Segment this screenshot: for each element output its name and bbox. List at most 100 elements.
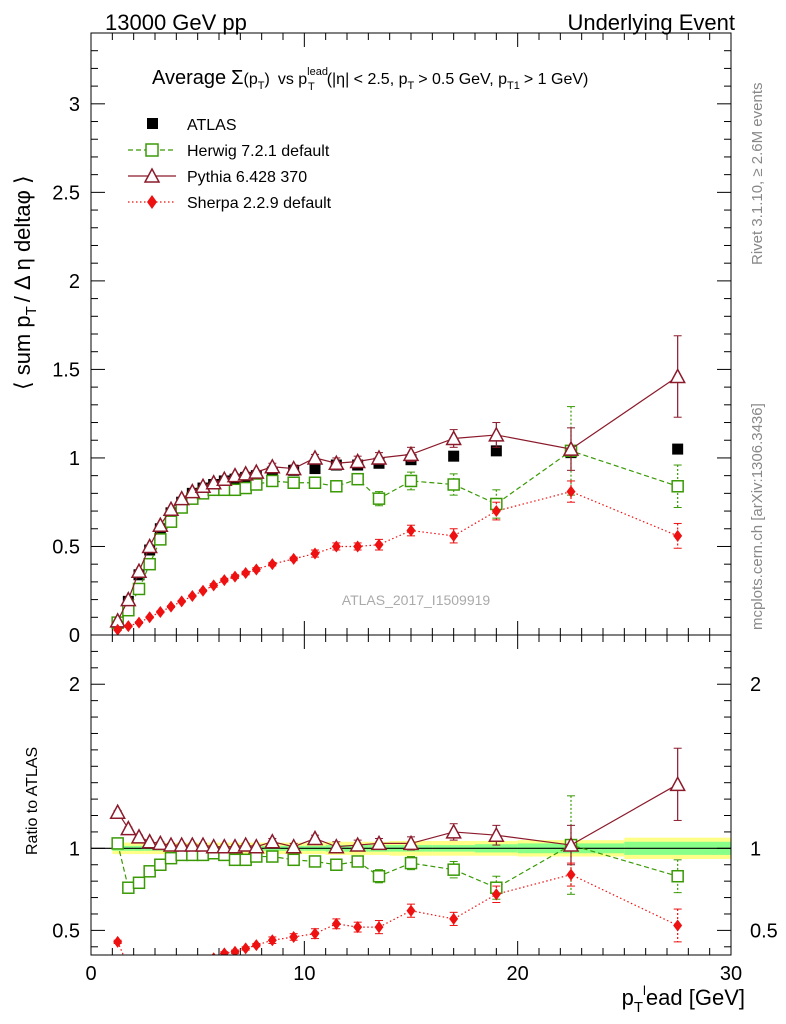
axis-ticks-layer: 0 10 20 3000.511.522.530.5 0.51 12 2	[52, 32, 778, 985]
herwig-main-point	[351, 472, 364, 486]
pythia-main-point	[349, 452, 366, 469]
herwig-ratio-point	[143, 865, 156, 878]
main-y-tick-label: 2	[69, 271, 80, 293]
sherpa-main-point	[155, 605, 165, 618]
pythia-ratio-point	[152, 834, 169, 851]
legend: ATLAS Herwig 7.2.1 default Pythia 6.428 …	[128, 117, 332, 212]
pythia-main-point	[669, 367, 686, 384]
title-lead-sup: lead	[307, 66, 328, 78]
herwig-main-point	[154, 533, 167, 546]
ratio-y-tick-label-right: 0.5	[750, 920, 778, 942]
pythia-ratio-point	[285, 838, 302, 854]
main-y-tick-label: 0.5	[52, 536, 80, 558]
herwig-main-point	[132, 582, 146, 596]
herwig-ratio-point	[239, 853, 252, 867]
main-y-tick-label: 1.5	[52, 359, 80, 381]
sherpa-ratio-point	[124, 960, 133, 972]
pythia-main-point	[370, 449, 388, 465]
main-y-tick-label: 0	[69, 625, 80, 647]
herwig-ratio-point	[132, 876, 146, 890]
sherpa-ratio-point	[177, 965, 186, 977]
sherpa-main-point	[310, 547, 320, 560]
pythia-ratio-point	[669, 775, 686, 792]
atlas-main-point	[448, 450, 460, 462]
sherpa-ratio-point	[241, 942, 251, 955]
atlas-main-point	[490, 445, 502, 457]
sherpa-main-point	[219, 574, 229, 587]
sherpa-main-line	[117, 490, 678, 631]
sherpa-main-point	[566, 485, 576, 498]
herwig-ratio-point	[372, 869, 386, 883]
title-cuts2: > 0.5 GeV, p	[418, 71, 507, 88]
sherpa-ratio-point	[113, 935, 123, 948]
herwig-main-point	[228, 483, 242, 497]
pythia-ratio-point	[488, 826, 505, 842]
sherpa-main-point	[267, 558, 277, 571]
xlabel-rest: ead [GeV]	[646, 985, 745, 1010]
sherpa-ratio-point	[331, 917, 341, 930]
legend-pythia-marker	[143, 167, 161, 183]
legend-herwig-marker	[145, 143, 159, 157]
sherpa-main-point	[353, 540, 363, 553]
pythia-ratio-point	[226, 838, 244, 854]
pythia-main-point	[162, 500, 180, 517]
pythia-main-point	[402, 445, 420, 462]
sherpa-main-point	[673, 529, 683, 542]
herwig-ratio-point	[308, 855, 322, 868]
sherpa-ratio-point	[219, 947, 229, 955]
pythia-ratio-point	[216, 838, 233, 854]
herwig-ratio-point	[164, 851, 178, 865]
herwig-ratio-point	[671, 869, 684, 883]
herwig-main-point	[372, 492, 386, 505]
pythia-ratio-line	[117, 783, 678, 848]
herwig-main-point	[266, 474, 279, 488]
sherpa-main-point	[230, 570, 240, 583]
sherpa-main-point	[198, 584, 208, 597]
sherpa-ratio-point	[230, 945, 240, 955]
herwig-ratio-point	[228, 853, 242, 867]
herwig-ratio-point	[122, 881, 135, 894]
sherpa-main-point	[374, 538, 384, 551]
pythia-ratio-point	[173, 836, 190, 852]
herwig-ratio-point	[111, 837, 124, 850]
pythia-main-point	[488, 426, 505, 442]
herwig-ratio-group	[111, 795, 684, 900]
pythia-ratio-point	[248, 838, 265, 854]
sherpa-ratio-point	[374, 921, 384, 934]
pythia-ratio-point	[562, 836, 580, 852]
title-cuts1: (|η| < 2.5, p	[327, 71, 408, 88]
sherpa-ratio-point	[145, 972, 154, 984]
sherpa-ratio-point	[156, 970, 165, 982]
watermark: ATLAS_2017_I1509919	[342, 592, 491, 608]
pythia-main-point	[120, 591, 137, 607]
rivet-label: Rivet 3.1.10, ≥ 2.6M events	[749, 83, 766, 266]
herwig-main-point	[671, 480, 684, 493]
x-tick-label: 0	[85, 963, 96, 985]
pythia-main-point	[285, 459, 302, 476]
pythia-ratio-point	[370, 834, 388, 851]
pythia-ratio-point	[184, 836, 201, 852]
title-pt-close: )	[264, 71, 269, 88]
atlas-main-point	[672, 443, 684, 455]
pythia-ratio-point	[264, 833, 281, 849]
title-cuts3: > 1 GeV)	[524, 71, 588, 88]
sherpa-main-point	[134, 616, 144, 629]
herwig-main-point	[308, 476, 322, 489]
pythia-ratio-point	[402, 834, 420, 851]
herwig-main-point	[330, 480, 343, 493]
herwig-ratio-point	[287, 853, 300, 867]
sherpa-ratio-point	[673, 919, 683, 932]
title-cuts1-sub: T	[408, 80, 415, 92]
pythia-main-point	[152, 516, 169, 532]
title-cuts2-sub: T1	[507, 80, 520, 92]
mcplots-label: mcplots.cern.ch [arXiv:1306.3436]	[749, 403, 766, 630]
main-y-tick-label: 3	[69, 94, 80, 116]
sherpa-main-point	[145, 611, 155, 624]
herwig-ratio-point	[330, 858, 343, 871]
pythia-ratio-group	[109, 747, 686, 866]
xlabel-p: p	[622, 985, 634, 1010]
sherpa-ratio-point	[566, 868, 576, 881]
sherpa-main-point	[177, 595, 187, 608]
herwig-ratio-point	[351, 855, 364, 868]
title-lead-sub: T	[308, 81, 315, 93]
